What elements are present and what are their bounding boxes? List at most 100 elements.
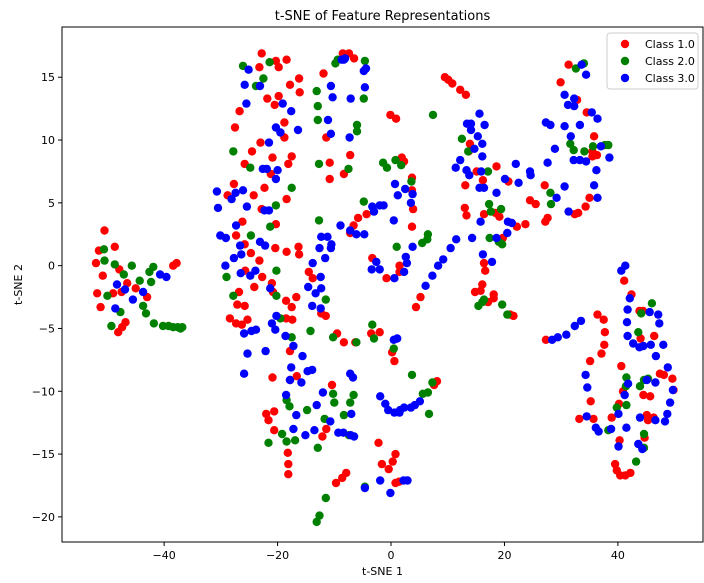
- data-point: [461, 90, 471, 100]
- data-point: [484, 199, 494, 209]
- data-point: [531, 199, 540, 209]
- data-point: [289, 424, 298, 434]
- data-point: [127, 261, 136, 270]
- series-1: [91, 49, 678, 488]
- data-point: [481, 266, 490, 275]
- data-point: [451, 163, 460, 172]
- y-axis: −20 −15 −10 −5 0 5 10 15: [32, 71, 62, 524]
- data-point: [295, 88, 304, 97]
- data-point: [589, 414, 598, 424]
- data-point: [375, 328, 384, 337]
- data-point: [172, 258, 181, 268]
- data-point: [395, 261, 404, 270]
- data-point: [540, 181, 549, 190]
- data-point: [391, 114, 401, 123]
- data-point: [311, 289, 320, 298]
- y-tick-label: 0: [48, 260, 55, 273]
- data-point: [264, 138, 274, 147]
- data-point: [592, 166, 601, 175]
- data-point: [302, 405, 312, 415]
- data-point: [390, 274, 399, 283]
- data-point: [625, 294, 634, 303]
- data-point: [328, 333, 338, 342]
- data-point: [292, 410, 301, 420]
- data-point: [240, 301, 249, 311]
- data-point: [222, 272, 231, 282]
- data-point: [569, 155, 578, 165]
- data-point: [588, 142, 598, 151]
- data-point: [446, 243, 455, 253]
- data-point: [317, 232, 326, 241]
- data-point: [668, 385, 678, 395]
- data-point: [474, 301, 483, 311]
- data-point: [659, 340, 668, 349]
- data-point: [473, 132, 482, 141]
- data-point: [272, 311, 281, 321]
- data-point: [406, 198, 416, 208]
- data-point: [489, 294, 498, 303]
- data-point: [120, 285, 130, 294]
- data-point: [285, 80, 295, 90]
- data-point: [281, 296, 291, 305]
- data-point: [475, 109, 484, 118]
- scatter-points: [91, 49, 678, 527]
- data-point: [347, 409, 356, 419]
- data-point: [485, 233, 494, 243]
- data-point: [564, 207, 573, 216]
- data-point: [274, 62, 283, 72]
- data-point: [231, 231, 241, 240]
- data-point: [553, 333, 562, 342]
- data-point: [550, 144, 560, 153]
- y-tick-label: −20: [32, 511, 55, 524]
- data-point: [235, 107, 244, 116]
- data-point: [265, 58, 274, 67]
- data-point: [213, 203, 223, 213]
- data-point: [514, 178, 523, 187]
- data-point: [416, 292, 425, 302]
- data-point: [276, 128, 285, 137]
- data-point: [268, 153, 277, 162]
- data-point: [407, 177, 416, 186]
- data-point: [391, 449, 400, 459]
- series-2: [99, 55, 657, 527]
- data-point: [593, 193, 602, 202]
- data-point: [96, 302, 105, 312]
- data-point: [476, 217, 485, 226]
- data-point: [634, 439, 643, 449]
- data-point: [321, 253, 330, 263]
- data-point: [100, 256, 109, 265]
- data-point: [560, 122, 569, 131]
- data-point: [138, 287, 148, 297]
- data-point: [246, 231, 256, 240]
- data-point: [651, 378, 660, 387]
- data-point: [238, 217, 247, 226]
- data-point: [346, 226, 355, 235]
- data-point: [346, 94, 355, 103]
- data-point: [242, 99, 251, 108]
- data-point: [626, 468, 635, 478]
- data-point: [655, 319, 664, 328]
- data-point: [103, 291, 112, 300]
- data-point: [407, 370, 417, 380]
- data-point: [237, 250, 246, 259]
- data-point: [250, 282, 259, 292]
- data-point: [114, 328, 123, 337]
- data-point: [566, 132, 575, 141]
- data-point: [306, 326, 315, 336]
- data-point: [271, 243, 280, 253]
- data-point: [319, 69, 328, 78]
- data-point: [570, 321, 579, 331]
- data-point: [308, 301, 317, 311]
- data-point: [99, 245, 109, 254]
- data-point: [541, 335, 551, 344]
- x-axis: −40 −20 0 20 40: [152, 542, 625, 562]
- data-point: [377, 459, 387, 469]
- data-point: [560, 182, 569, 191]
- data-point: [321, 493, 330, 503]
- data-point: [261, 346, 270, 356]
- x-tick-label: −20: [266, 549, 289, 562]
- data-point: [141, 309, 151, 318]
- data-point: [480, 120, 489, 130]
- data-point: [639, 390, 648, 400]
- data-point: [310, 426, 319, 435]
